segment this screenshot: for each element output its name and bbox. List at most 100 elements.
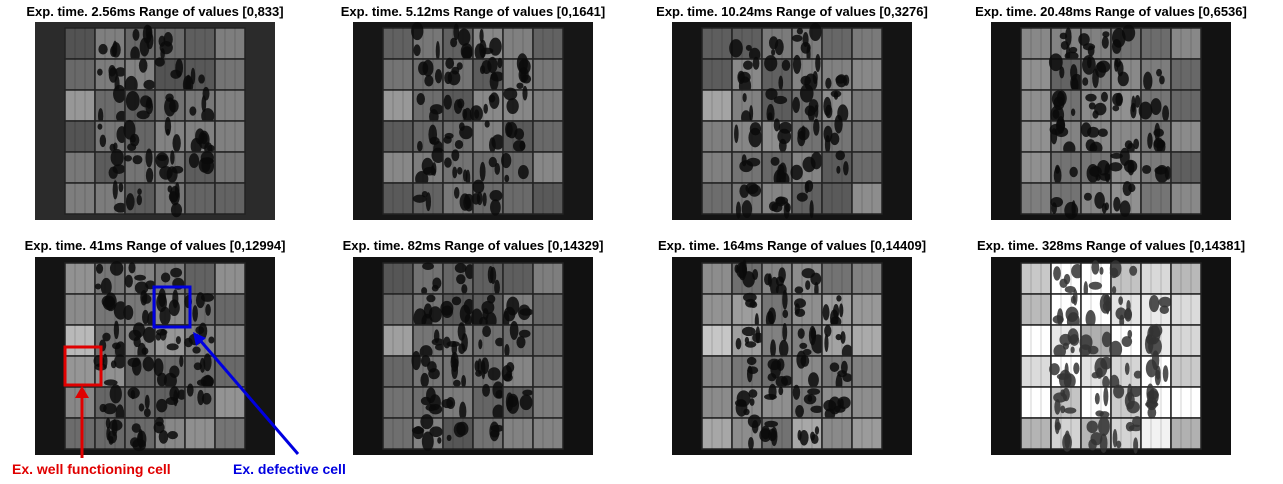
- defect-spot: [836, 295, 841, 301]
- defect-spot: [1089, 166, 1102, 177]
- defect-spot: [450, 38, 457, 48]
- defect-spot: [470, 105, 483, 122]
- defect-spot: [1150, 324, 1162, 337]
- defect-spot: [1073, 289, 1078, 305]
- defect-spot: [171, 203, 182, 217]
- defect-spot: [1091, 260, 1099, 274]
- defect-spot: [200, 358, 205, 373]
- defect-spot: [1163, 365, 1169, 382]
- defect-spot: [172, 290, 178, 309]
- defect-spot: [830, 309, 839, 326]
- cell: [533, 90, 563, 121]
- cell: [383, 59, 413, 90]
- cell: [852, 325, 882, 356]
- defect-spot: [146, 148, 153, 167]
- cell: [533, 325, 563, 356]
- defect-spot: [169, 191, 178, 202]
- defect-spot: [803, 32, 809, 47]
- cell: [702, 59, 732, 90]
- cell: [1141, 28, 1171, 59]
- defect-spot: [748, 389, 757, 398]
- defect-spot: [776, 197, 786, 207]
- defect-spot: [443, 337, 451, 349]
- defect-spot: [1087, 421, 1098, 434]
- bad-label: Ex. defective cell: [233, 461, 346, 477]
- defect-spot: [1147, 133, 1153, 149]
- defect-spot: [441, 399, 453, 408]
- defect-spot: [126, 193, 135, 210]
- defect-spot: [111, 149, 124, 166]
- defect-spot: [1110, 153, 1123, 159]
- defect-spot: [1146, 383, 1154, 403]
- cell: [1021, 121, 1051, 152]
- defect-spot: [412, 351, 421, 370]
- cell: [1021, 356, 1051, 387]
- defect-spot: [503, 88, 517, 101]
- defect-spot: [482, 326, 491, 337]
- defect-spot: [95, 283, 101, 289]
- defect-spot: [792, 97, 800, 113]
- defect-spot: [750, 398, 755, 406]
- defect-spot: [168, 185, 173, 192]
- defect-spot: [1059, 279, 1067, 288]
- defect-spot: [452, 296, 461, 305]
- defect-spot: [477, 192, 483, 205]
- defect-spot: [413, 426, 424, 439]
- defect-spot: [798, 430, 802, 441]
- cell: [1171, 183, 1201, 214]
- cell: [852, 152, 882, 183]
- defect-spot: [510, 321, 519, 340]
- defect-spot: [805, 180, 813, 192]
- defect-spot: [475, 370, 482, 377]
- defect-spot: [479, 29, 483, 43]
- defect-spot: [770, 339, 776, 358]
- defect-spot: [753, 57, 760, 70]
- defect-spot: [110, 261, 123, 276]
- defect-spot: [488, 266, 494, 283]
- cell: [533, 418, 563, 449]
- cell: [215, 183, 245, 214]
- cell: [1171, 28, 1201, 59]
- defect-spot: [451, 67, 459, 75]
- defect-spot: [189, 106, 196, 115]
- defect-spot: [453, 358, 458, 368]
- defect-spot: [133, 322, 145, 337]
- defect-spot: [771, 427, 778, 446]
- cell: [1141, 183, 1171, 214]
- defect-spot: [198, 74, 205, 83]
- defect-spot: [1118, 296, 1123, 305]
- defect-spot: [205, 304, 211, 316]
- defect-spot: [506, 98, 518, 114]
- defect-spot: [747, 357, 757, 365]
- cell: [533, 152, 563, 183]
- defect-spot: [782, 290, 787, 310]
- defect-spot: [1133, 437, 1138, 453]
- defect-spot: [137, 110, 150, 119]
- cell: [702, 183, 732, 214]
- defect-spot: [426, 387, 436, 403]
- defect-spot: [1057, 308, 1063, 325]
- defect-spot: [768, 384, 776, 400]
- defect-spot: [738, 262, 746, 281]
- defect-spot: [112, 343, 121, 350]
- defect-spot: [815, 426, 819, 435]
- defect-spot: [113, 41, 118, 57]
- defect-spot: [1053, 266, 1061, 280]
- defect-spot: [1065, 27, 1072, 46]
- defect-spot: [97, 69, 103, 76]
- defect-spot: [776, 376, 788, 388]
- defect-spot: [1145, 334, 1153, 354]
- defect-spot: [1109, 162, 1123, 171]
- defect-spot: [164, 373, 177, 389]
- defect-spot: [516, 336, 525, 348]
- cell: [95, 28, 125, 59]
- cell: [383, 356, 413, 387]
- defect-spot: [1129, 266, 1137, 276]
- defect-spot: [1155, 370, 1161, 386]
- defect-spot: [776, 276, 784, 286]
- defect-spot: [1055, 422, 1061, 431]
- defect-spot: [172, 134, 180, 152]
- defect-spot: [1069, 167, 1077, 177]
- cell: [533, 59, 563, 90]
- defect-spot: [823, 304, 830, 320]
